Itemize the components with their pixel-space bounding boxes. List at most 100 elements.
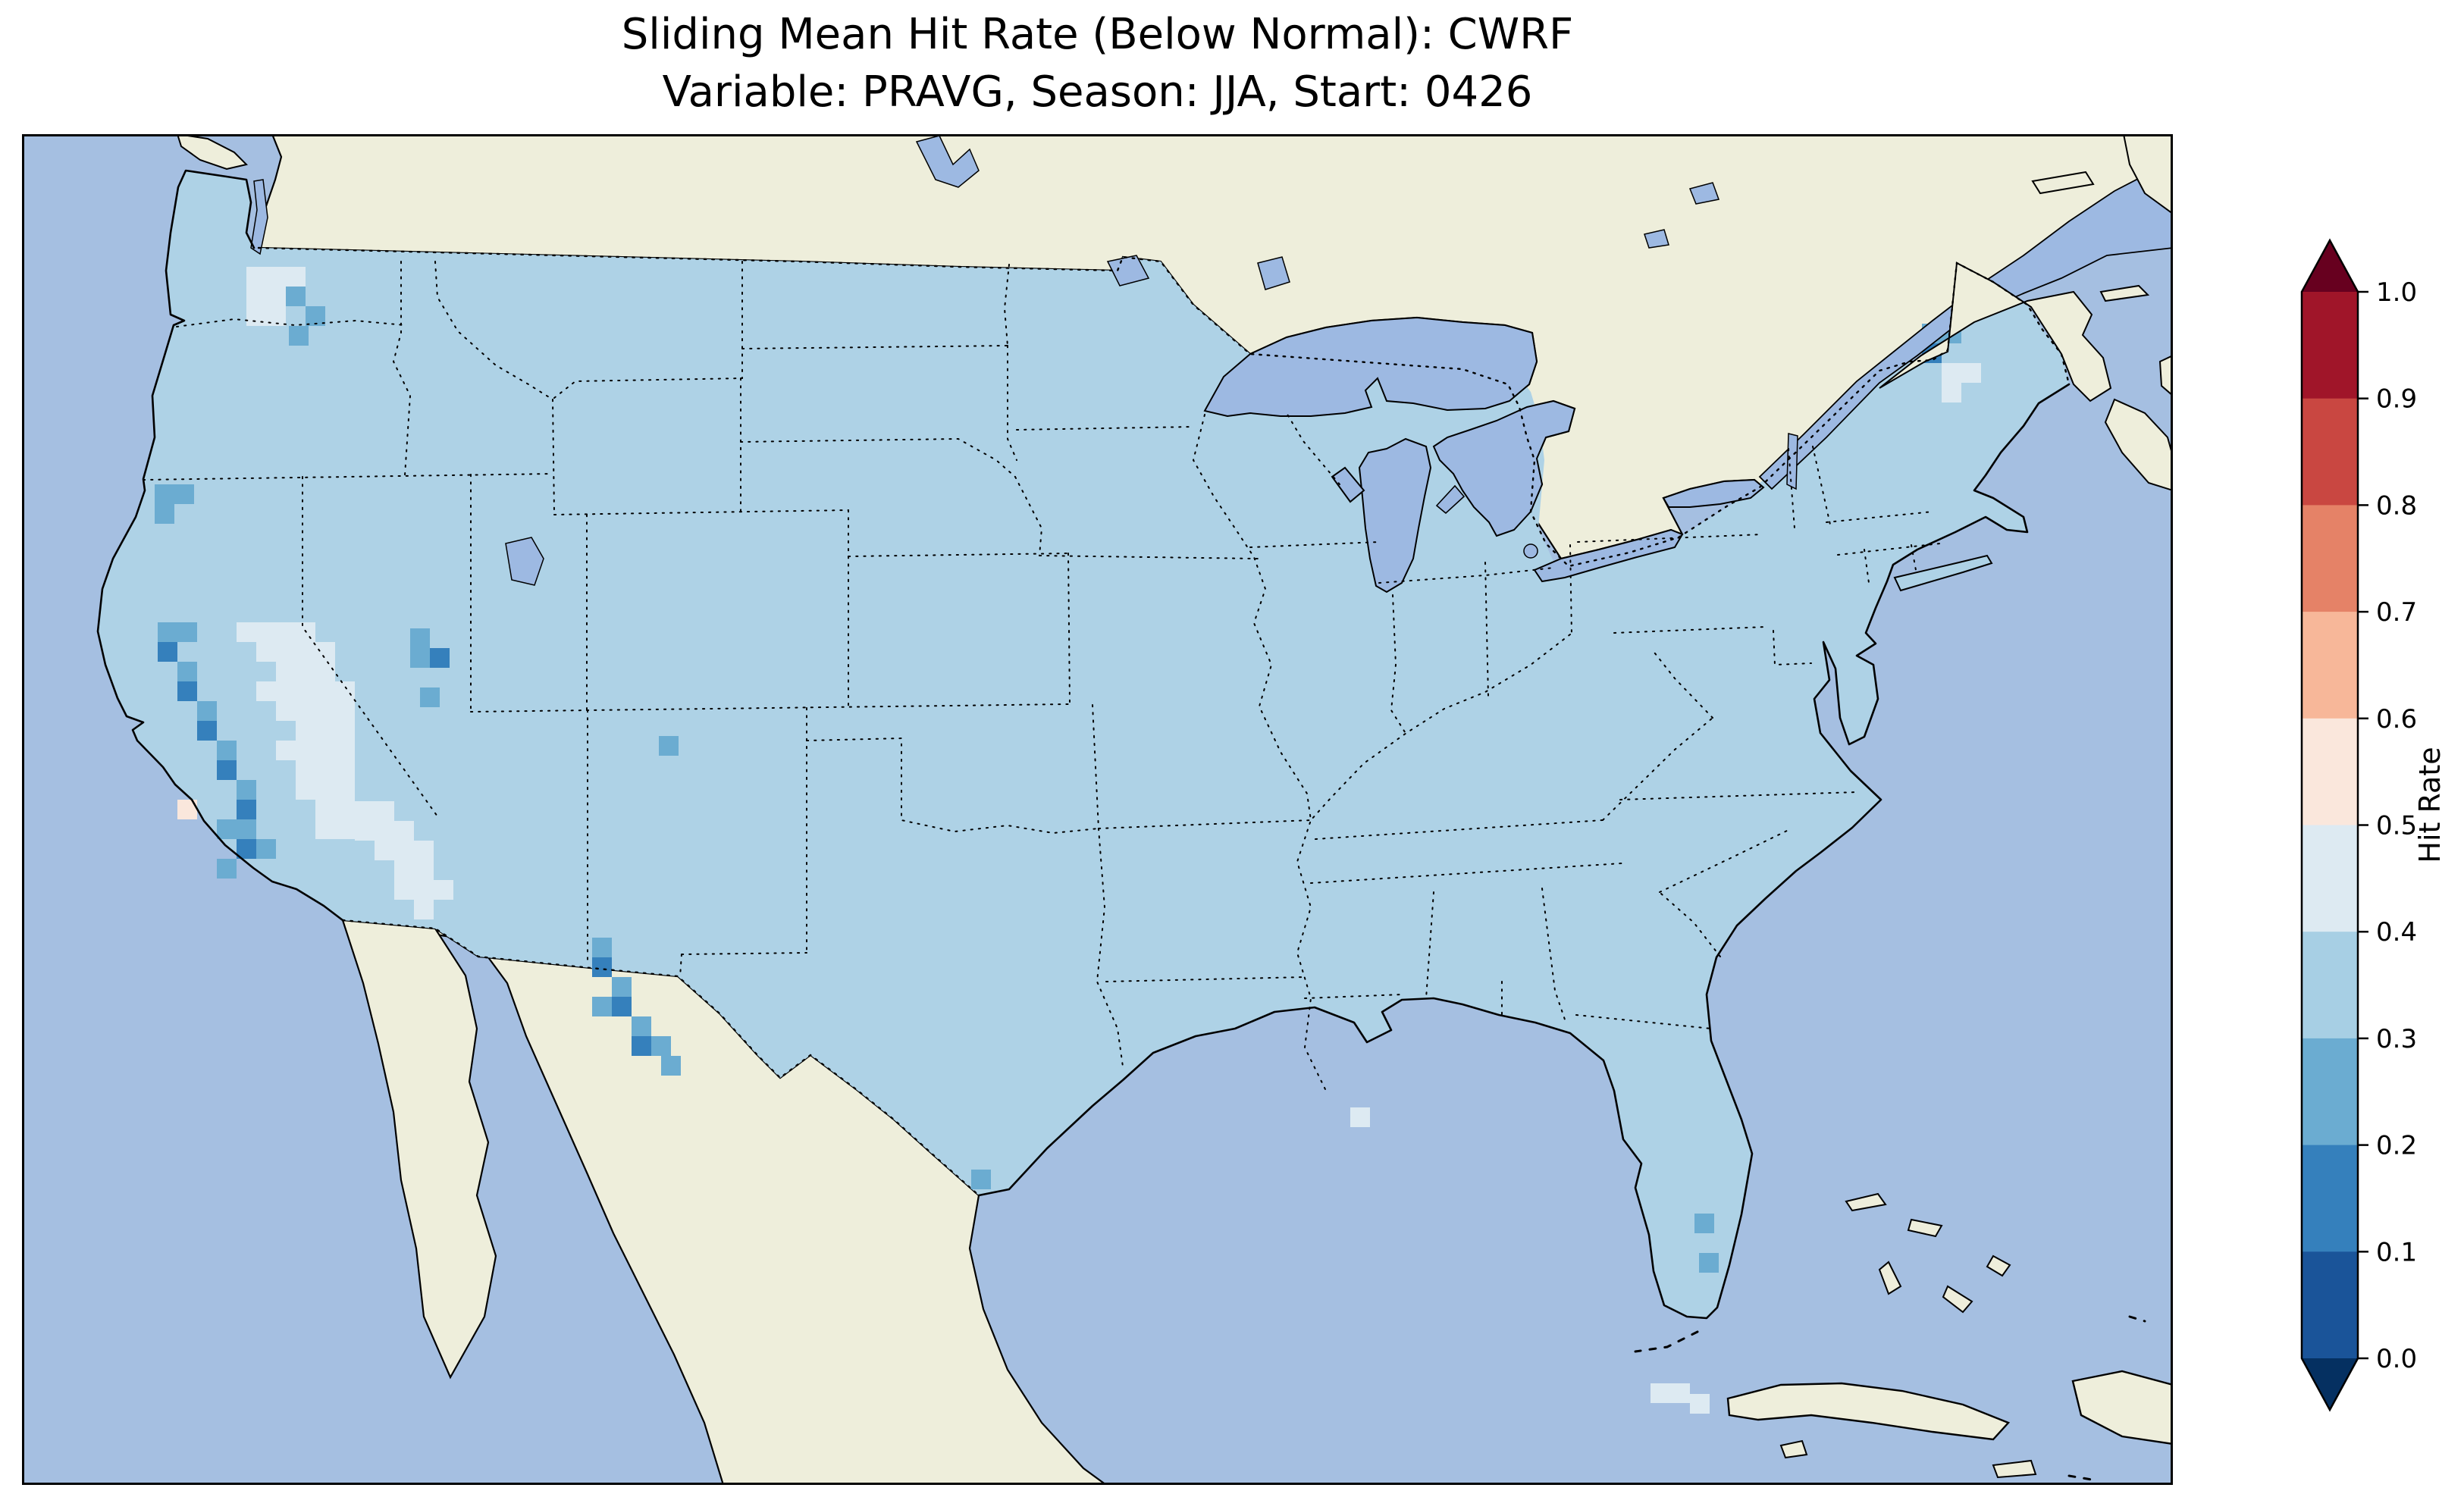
colorbar-segments: [2302, 292, 2358, 1359]
data-cell: [266, 267, 286, 287]
data-cell: [174, 484, 194, 504]
data-cell: [971, 1170, 991, 1189]
data-cell: [237, 780, 256, 800]
figure-title-line1: Sliding Mean Hit Rate (Below Normal): CW…: [22, 6, 2173, 64]
lake-champlain: [1787, 434, 1798, 489]
data-cell: [1961, 363, 1981, 383]
data-cell: [315, 741, 335, 760]
data-cell: [286, 287, 306, 306]
data-cell: [612, 997, 632, 1016]
data-cell: [651, 1036, 671, 1056]
data-cell: [246, 306, 266, 326]
data-cell: [315, 701, 335, 721]
data-cell: [335, 681, 355, 701]
data-cell: [1350, 1107, 1370, 1127]
data-cell: [410, 648, 430, 668]
data-cell: [420, 687, 440, 707]
data-cell: [197, 701, 217, 721]
colorbar-segment: [2302, 932, 2358, 1039]
data-cell: [335, 819, 355, 839]
data-cell: [335, 800, 355, 819]
data-cell: [375, 801, 394, 821]
data-cell: [315, 681, 335, 701]
data-cell: [177, 622, 197, 642]
data-cell: [1690, 1394, 1710, 1414]
data-cell: [296, 662, 315, 681]
data-cell: [315, 642, 335, 662]
data-cell: [256, 622, 276, 642]
colorbar-label: Hit Rate: [2413, 729, 2447, 881]
data-cell: [246, 267, 266, 287]
colorbar-segment: [2302, 292, 2358, 399]
data-cell: [592, 997, 612, 1016]
figure-title: Sliding Mean Hit Rate (Below Normal): CW…: [22, 6, 2173, 121]
colorbar-segment: [2302, 1251, 2358, 1359]
colorbar-tick-label: 1.0: [2376, 277, 2417, 308]
data-cell: [394, 860, 414, 880]
colorbar-tick-label: 0.9: [2376, 384, 2417, 415]
data-cell: [414, 900, 434, 919]
colorbar-ticks: 1.00.90.80.70.60.50.40.30.20.10.0: [2358, 277, 2417, 1374]
data-cell: [632, 1036, 651, 1056]
data-cell: [276, 741, 296, 760]
data-cell: [286, 267, 306, 287]
data-cell: [394, 880, 414, 900]
data-cell: [414, 841, 434, 860]
data-cell: [155, 504, 174, 524]
data-cell: [1670, 1383, 1690, 1403]
data-cell: [414, 860, 434, 880]
data-cell: [375, 841, 394, 860]
data-cell: [217, 819, 237, 839]
data-cell: [355, 821, 375, 841]
lake-st-clair: [1524, 544, 1538, 558]
colorbar-segment: [2302, 719, 2358, 826]
data-cell: [217, 741, 237, 760]
data-cell: [289, 326, 309, 346]
colorbar-segment: [2302, 399, 2358, 506]
data-cell: [315, 721, 335, 741]
data-cell: [246, 287, 266, 306]
data-cell: [177, 662, 197, 681]
data-cell: [256, 839, 276, 859]
data-cell: [237, 800, 256, 819]
colorbar-tick-label: 0.8: [2376, 490, 2417, 521]
colorbar-tick-label: 0.7: [2376, 597, 2417, 628]
data-cell: [237, 622, 256, 642]
colorbar-segment: [2302, 1145, 2358, 1253]
map-axes: [22, 134, 2173, 1485]
data-cell: [155, 484, 174, 504]
data-cell: [197, 721, 217, 741]
data-cell: [434, 880, 453, 900]
data-cell: [276, 622, 296, 642]
data-cell: [256, 642, 276, 662]
data-cell: [1699, 1253, 1719, 1273]
data-cell: [217, 760, 237, 780]
data-cell: [256, 681, 276, 701]
data-cell: [315, 780, 335, 800]
data-cell: [1942, 383, 1961, 402]
colorbar-extend-arrow-top: [2302, 240, 2358, 292]
data-cell: [612, 977, 632, 997]
data-cell: [315, 819, 335, 839]
data-cell: [158, 622, 177, 642]
data-cell: [335, 780, 355, 800]
data-cell: [315, 800, 335, 819]
colorbar-extend-arrow-bottom: [2302, 1358, 2358, 1410]
colorbar-tick-label: 0.6: [2376, 704, 2417, 734]
data-cell: [237, 819, 256, 839]
data-cell: [276, 681, 296, 701]
data-cell: [335, 701, 355, 721]
data-cell: [158, 642, 177, 662]
data-cell: [315, 662, 335, 681]
colorbar-segment: [2302, 505, 2358, 612]
figure-canvas: Sliding Mean Hit Rate (Below Normal): CW…: [0, 0, 2464, 1494]
data-cell: [276, 701, 296, 721]
map-canvas: [22, 134, 2173, 1485]
colorbar-tick-label: 0.4: [2376, 917, 2417, 947]
data-cell: [1694, 1214, 1714, 1233]
data-cell: [430, 648, 450, 668]
data-cell: [335, 721, 355, 741]
colorbar-segment: [2302, 1038, 2358, 1146]
colorbar-segment: [2302, 825, 2358, 933]
colorbar-tick-label: 0.0: [2376, 1344, 2417, 1374]
